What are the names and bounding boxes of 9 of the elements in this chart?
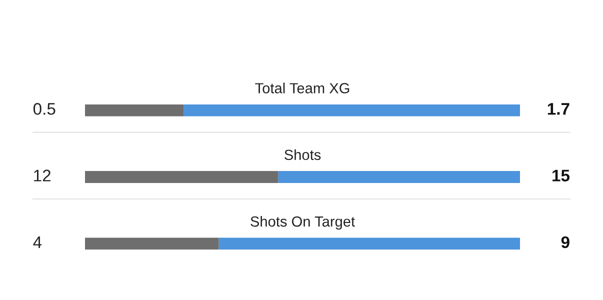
data-label: 9: [561, 236, 570, 248]
chart-title: Shots On Target: [250, 216, 355, 230]
data-label: 15: [552, 170, 570, 182]
data-label: 12: [34, 170, 50, 182]
data-label: 4: [33, 236, 42, 248]
data-label: 1.7: [548, 103, 570, 115]
data-label: 0.5: [33, 103, 56, 115]
chart-title: Shots: [284, 149, 321, 160]
chart-title: Total Team XG: [255, 82, 350, 94]
